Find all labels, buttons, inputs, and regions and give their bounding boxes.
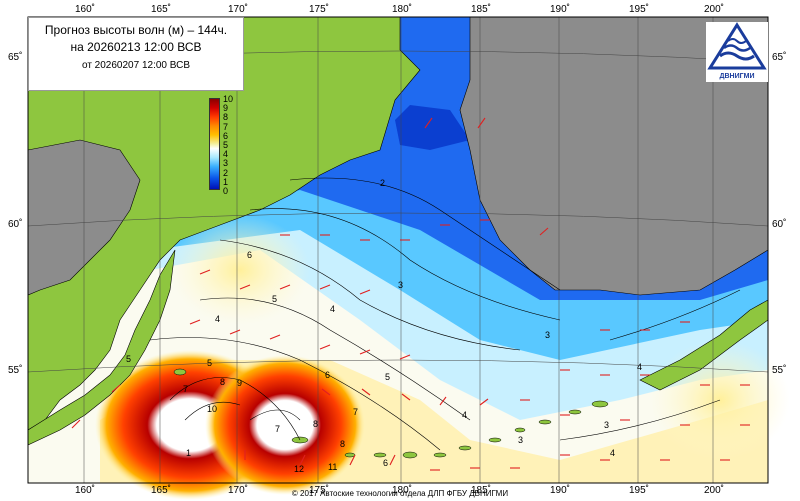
lon-label: 190˚: [550, 485, 571, 496]
contour-label-group: 2 3 3 3 3 4 4 4 4 4 5 5 5 5 6 6 6 7 7 7 …: [126, 178, 642, 474]
legend-label: 6: [223, 130, 229, 141]
contour-label: 5: [272, 294, 277, 304]
lon-label: 160˚: [75, 4, 96, 15]
contour-label: 2: [380, 178, 385, 188]
lat-label: 60˚: [772, 219, 787, 230]
map-border: [27, 16, 769, 484]
wave-arrows: [71, 117, 750, 471]
lon-label: 185˚: [471, 4, 492, 15]
lon-label: 165˚: [151, 4, 172, 15]
lon-label: 180˚: [392, 485, 413, 496]
lon-label: 200˚: [704, 4, 725, 15]
lat-label: 65˚: [8, 52, 23, 63]
storm-zone-center: [205, 355, 365, 495]
lon-label: 165˚: [151, 485, 172, 496]
forecast-title: Прогноз высоты волн (м) – 144ч.: [44, 23, 228, 37]
contour-label: 3: [518, 435, 523, 445]
legend-label: 7: [223, 121, 229, 132]
contour-label: 8: [313, 419, 318, 429]
lon-label: 200˚: [704, 485, 725, 496]
land-asia: [27, 16, 421, 431]
lon-label: 175˚: [309, 485, 330, 496]
contour-label: 1: [186, 448, 191, 458]
graticule: [27, 17, 769, 483]
contour-label: 6: [383, 458, 388, 468]
contour-label: 7: [183, 384, 188, 394]
contour-label: 4: [462, 410, 467, 420]
lon-label: 180˚: [392, 4, 413, 15]
lon-label: 190˚: [550, 4, 571, 15]
contour-label: 6: [247, 250, 252, 260]
wave-height-legend-bar: [209, 98, 220, 190]
dvnigmi-logo: ДВНИГМИ: [706, 22, 768, 82]
lat-label: 55˚: [8, 365, 23, 376]
contour-label: 7: [353, 407, 358, 417]
contour-label: 5: [126, 354, 131, 364]
land-alaska: [459, 16, 769, 296]
contour-label: 9: [237, 378, 242, 388]
contour-label: 8: [220, 377, 225, 387]
copyright-text: © 2017 Автоские технологии отдела ДЛП ФГ…: [291, 489, 509, 498]
legend-label: 10: [223, 94, 234, 104]
contour-label: 7: [275, 424, 280, 434]
lon-label: 195˚: [629, 4, 650, 15]
legend-label: 5: [223, 139, 229, 150]
lon-label: 175˚: [309, 4, 330, 15]
lon-label: 170˚: [228, 485, 249, 496]
contour-label: 11: [328, 462, 337, 472]
legend-label: 2: [223, 167, 229, 178]
lat-label: 65˚: [772, 52, 787, 63]
forecast-issue-time: от 20260207 12:00 ВСВ: [81, 60, 190, 71]
contour-label: 4: [637, 362, 642, 372]
legend-label: 9: [223, 103, 229, 114]
contour-label: 8: [340, 439, 345, 449]
contour-label: 12: [294, 464, 304, 474]
aleutian-islands: [173, 368, 609, 459]
contour-label: 3: [604, 420, 609, 430]
forecast-title-box: Прогноз высоты волн (м) – 144ч. на 20260…: [28, 17, 244, 91]
wave-height-legend-labels: 10 9 8 7 6 5 4 3 2 1 0: [223, 94, 235, 196]
sea-yellow-northwest: [170, 215, 310, 325]
contour-label: 3: [545, 330, 550, 340]
lon-label: 195˚: [629, 485, 650, 496]
contour-label: 10: [207, 404, 217, 414]
lon-label: 170˚: [228, 4, 249, 15]
contour-label: 5: [385, 372, 390, 382]
lat-label: 55˚: [772, 365, 787, 376]
contour-label: 5: [207, 358, 212, 368]
contour-lines: [149, 177, 741, 451]
lon-label: 160˚: [75, 485, 96, 496]
legend-label: 4: [223, 149, 229, 160]
logo-text: ДВНИГМИ: [719, 73, 755, 80]
lon-label: 185˚: [471, 485, 492, 496]
legend-label: 8: [223, 112, 229, 123]
contour-label: 4: [215, 314, 220, 324]
contour-label: 6: [325, 370, 330, 380]
legend-label: 1: [223, 176, 229, 187]
contour-label: 4: [610, 448, 615, 458]
lat-label: 60˚: [8, 219, 23, 230]
contour-label: 4: [330, 304, 335, 314]
legend-label: 0: [223, 185, 229, 196]
legend-label: 3: [223, 158, 229, 169]
sea-dark-north: [395, 105, 470, 150]
contour-label: 3: [398, 280, 403, 290]
logo-icon: [707, 22, 767, 70]
land-kamchatka: [27, 249, 176, 446]
forecast-valid-time: на 20260213 12:00 ВСВ: [70, 40, 202, 54]
